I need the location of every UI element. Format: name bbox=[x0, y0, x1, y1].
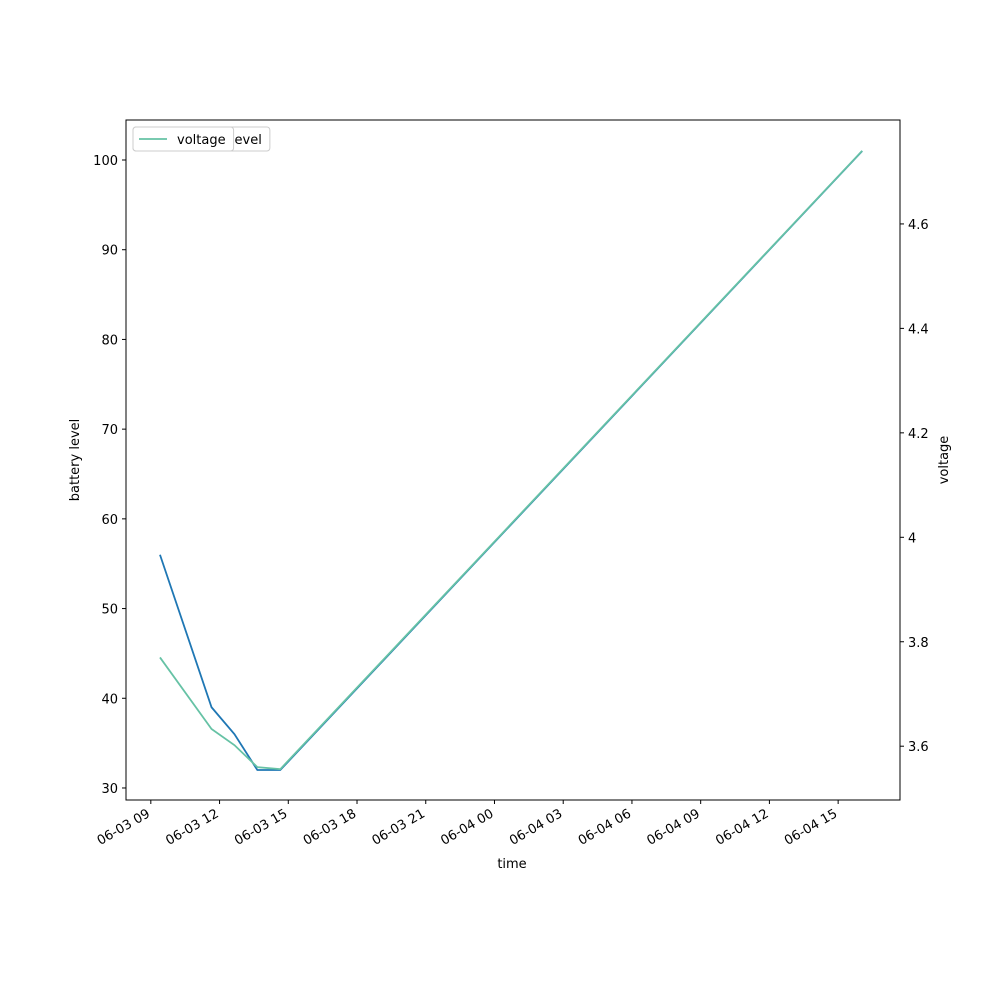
x-tick-label: 06-03 12 bbox=[163, 806, 221, 848]
x-axis-label: time bbox=[497, 857, 526, 872]
y-tick-label: 40 bbox=[101, 692, 118, 707]
series-line bbox=[159, 150, 863, 771]
legend: voltage bbox=[132, 126, 235, 152]
x-tick-label: 06-03 09 bbox=[95, 806, 153, 848]
y2-axis-label: voltage bbox=[937, 436, 952, 485]
series-line bbox=[159, 150, 863, 771]
y2-tick-label: 4.2 bbox=[908, 427, 929, 442]
y-tick-label: 100 bbox=[93, 154, 118, 169]
legend-label: voltage bbox=[177, 133, 226, 148]
x-tick-label: 06-04 12 bbox=[713, 806, 771, 848]
x-tick-label: 06-03 18 bbox=[301, 806, 359, 848]
x-tick-label: 06-03 21 bbox=[370, 806, 428, 848]
y2-tick-label: 4.6 bbox=[908, 218, 929, 233]
y-axis-label: battery level bbox=[68, 419, 83, 502]
x-tick-label: 06-04 00 bbox=[438, 806, 496, 848]
y-tick-label: 80 bbox=[101, 333, 118, 348]
x-tick-label: 06-04 09 bbox=[645, 806, 703, 848]
y-tick-label: 30 bbox=[101, 782, 118, 797]
y2-tick-label: 3.6 bbox=[908, 740, 929, 755]
x-tick-label: 06-04 06 bbox=[576, 806, 634, 848]
y2-tick-label: 3.8 bbox=[908, 636, 929, 651]
plot-frame bbox=[125, 119, 901, 801]
y-tick-label: 50 bbox=[101, 603, 118, 618]
y2-tick-label: 4.4 bbox=[908, 322, 929, 337]
legend-box bbox=[132, 126, 235, 152]
y-tick-label: 60 bbox=[101, 513, 118, 528]
y-tick-label: 90 bbox=[101, 244, 118, 259]
x-tick-label: 06-04 03 bbox=[507, 806, 565, 848]
y-tick-label: 70 bbox=[101, 423, 118, 438]
x-tick-label: 06-04 15 bbox=[782, 806, 840, 848]
y2-tick-label: 4 bbox=[908, 531, 916, 546]
x-tick-label: 06-03 15 bbox=[232, 806, 290, 848]
